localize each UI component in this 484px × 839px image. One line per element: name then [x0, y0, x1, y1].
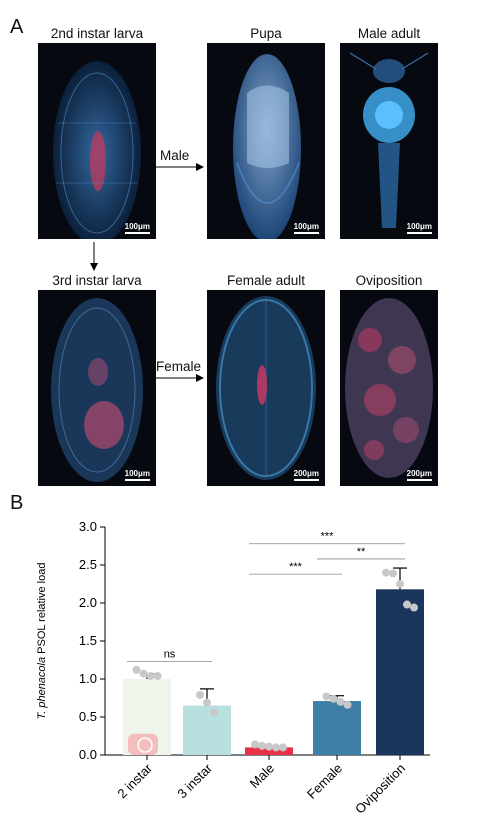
scale-bar-1: 100μm: [124, 223, 150, 234]
data-point: [343, 700, 352, 709]
y-tick-label: 2.0: [79, 595, 97, 610]
micrograph-3rd-instar-larva: 100μm: [38, 290, 156, 486]
significance-label: ***: [289, 561, 303, 573]
scale-bar-3: 100μm: [406, 223, 432, 234]
micrograph-female-adult: 200μm: [207, 290, 325, 486]
y-tick-label: 3.0: [79, 519, 97, 534]
panel-a-label: A: [10, 16, 24, 38]
data-point: [139, 669, 148, 678]
data-point: [265, 742, 273, 751]
data-point: [272, 743, 280, 752]
data-point: [251, 740, 259, 749]
data-point: [389, 569, 397, 578]
significance-label: ***: [321, 531, 335, 543]
data-point: [132, 665, 141, 674]
data-point: [329, 694, 338, 703]
data-point: [322, 692, 331, 701]
title-2nd-instar-larva: 2nd instar larva: [50, 26, 144, 41]
bar-male: [245, 747, 293, 755]
data-point: [258, 741, 266, 750]
data-point: [403, 600, 411, 609]
data-point: [153, 671, 162, 680]
micrograph-pupa: 100μm: [207, 43, 325, 239]
bar-inset-circle: [137, 737, 153, 753]
y-tick-label: 0.5: [79, 709, 97, 724]
significance-label: **: [357, 546, 366, 558]
data-point: [336, 697, 345, 706]
x-tick-label: 2 instar: [114, 760, 155, 801]
y-tick-label: 0.0: [79, 747, 97, 762]
micrograph-2nd-instar-larva: 100μm: [38, 43, 156, 239]
micrograph-male-adult: 100μm: [340, 43, 438, 239]
data-point: [279, 743, 287, 752]
x-tick-label: 3 instar: [174, 760, 215, 801]
data-point: [396, 580, 404, 588]
data-point: [196, 690, 204, 699]
bar-oviposition: [376, 589, 424, 755]
micrograph-oviposition: 200μm: [340, 290, 438, 486]
title-3rd-instar-larva: 3rd instar larva: [52, 273, 142, 288]
title-oviposition: Oviposition: [355, 273, 423, 288]
y-tick-label: 1.0: [79, 671, 97, 686]
bar-3-instar: [183, 705, 231, 755]
arrow-label-female: Female: [156, 359, 202, 374]
y-tick-label: 1.5: [79, 633, 97, 648]
bar-female: [313, 701, 361, 755]
panel-b-label: B: [10, 492, 24, 514]
data-point: [146, 671, 155, 680]
scale-bar-4: 100μm: [124, 470, 150, 481]
bar-chart: 0.0 0.5 1.0 1.5 2.0 2.5 3.0 T. phenacola PSOL r…: [36, 519, 430, 817]
arrow-label-male: Male: [160, 148, 190, 163]
data-point: [410, 603, 418, 612]
x-tick-label: Female: [304, 761, 345, 802]
title-female-adult: Female adult: [226, 273, 306, 288]
title-male-adult: Male adult: [357, 26, 421, 41]
transition-arrows: [90, 163, 204, 382]
title-pupa: Pupa: [250, 26, 282, 41]
scale-bar-5: 200μm: [293, 470, 319, 481]
data-point: [382, 568, 390, 577]
scale-bar-6: 200μm: [406, 470, 432, 481]
data-point: [210, 708, 218, 717]
scale-bar-2: 100μm: [293, 223, 319, 234]
y-tick-label: 2.5: [79, 557, 97, 572]
x-tick-label: Oviposition: [352, 761, 408, 817]
significance-label: ns: [164, 649, 176, 661]
y-axis-label: T. phenacola PSOL relative load: [36, 563, 48, 720]
data-point: [203, 698, 211, 707]
x-tick-label: Male: [247, 761, 278, 792]
